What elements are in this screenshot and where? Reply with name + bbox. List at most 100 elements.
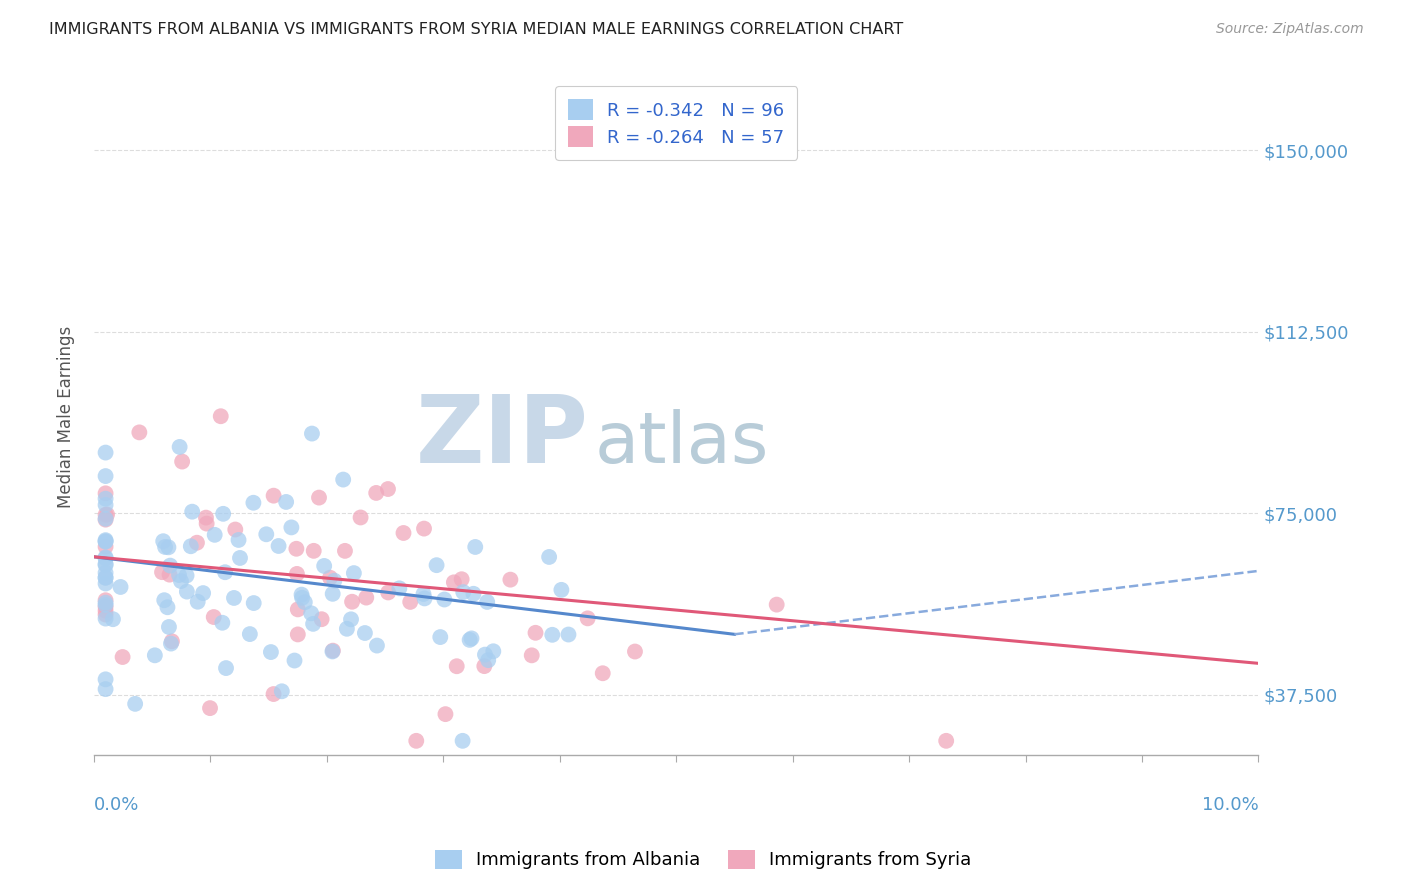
Point [333,544,356,558]
Point [340,595,363,609]
Point [321,644,343,658]
Point [94,469,117,483]
Point [538,549,561,564]
Point [96,508,118,522]
Point [160,634,183,648]
Point [143,648,166,663]
Point [160,637,183,651]
Point [94,513,117,527]
Point [392,526,415,541]
Point [323,574,346,588]
Point [176,584,198,599]
Point [195,510,218,524]
Point [94,571,117,585]
Point [94,599,117,614]
Text: ZIP: ZIP [416,391,589,483]
Point [94,540,117,554]
Point [94,566,117,580]
Point [458,632,481,647]
Point [426,558,449,573]
Point [413,522,436,536]
Point [413,591,436,606]
Point [153,593,176,607]
Point [94,534,117,549]
Point [211,615,233,630]
Point [287,602,309,616]
Point [157,541,180,555]
Point [94,498,117,512]
Point [550,582,572,597]
Point [451,585,474,599]
Point [224,523,246,537]
Point [499,573,522,587]
Point [285,541,308,556]
Point [124,697,146,711]
Point [94,571,117,585]
Point [212,507,235,521]
Point [283,654,305,668]
Text: 10.0%: 10.0% [1202,796,1258,814]
Point [524,625,547,640]
Point [228,533,250,547]
Legend: R = -0.342   N = 96, R = -0.264   N = 57: R = -0.342 N = 96, R = -0.264 N = 57 [555,87,797,160]
Point [270,684,292,698]
Point [299,607,322,621]
Point [412,587,434,601]
Point [343,566,366,580]
Point [291,591,314,605]
Point [94,491,117,506]
Point [464,540,486,554]
Point [94,576,117,591]
Point [520,648,543,663]
Point [377,585,399,599]
Point [191,586,214,600]
Point [377,482,399,496]
Point [460,632,482,646]
Point [280,520,302,534]
Point [446,659,468,673]
Point [474,648,496,662]
Point [94,593,117,607]
Point [242,496,264,510]
Point [94,508,117,522]
Point [94,512,117,526]
Text: atlas: atlas [595,409,769,478]
Point [302,544,325,558]
Point [356,591,378,605]
Point [463,587,485,601]
Point [204,528,226,542]
Point [156,600,179,615]
Point [308,491,330,505]
Point [332,473,354,487]
Point [541,628,564,642]
Point [176,568,198,582]
Point [229,551,252,566]
Point [336,622,359,636]
Point [935,734,957,748]
Point [302,616,325,631]
Text: 0.0%: 0.0% [94,796,139,814]
Point [94,486,117,500]
Y-axis label: Median Male Earnings: Median Male Earnings [58,326,75,508]
Point [195,516,218,531]
Point [477,595,499,609]
Point [477,653,499,667]
Point [592,666,614,681]
Point [94,682,117,697]
Point [94,557,117,571]
Point [314,558,336,573]
Point [765,598,787,612]
Point [101,612,124,626]
Point [215,661,238,675]
Point [239,627,262,641]
Point [287,627,309,641]
Point [366,639,388,653]
Point [180,539,202,553]
Point [94,596,117,610]
Point [366,486,388,500]
Point [557,627,579,641]
Point [267,539,290,553]
Point [340,612,363,626]
Point [263,489,285,503]
Point [472,659,495,673]
